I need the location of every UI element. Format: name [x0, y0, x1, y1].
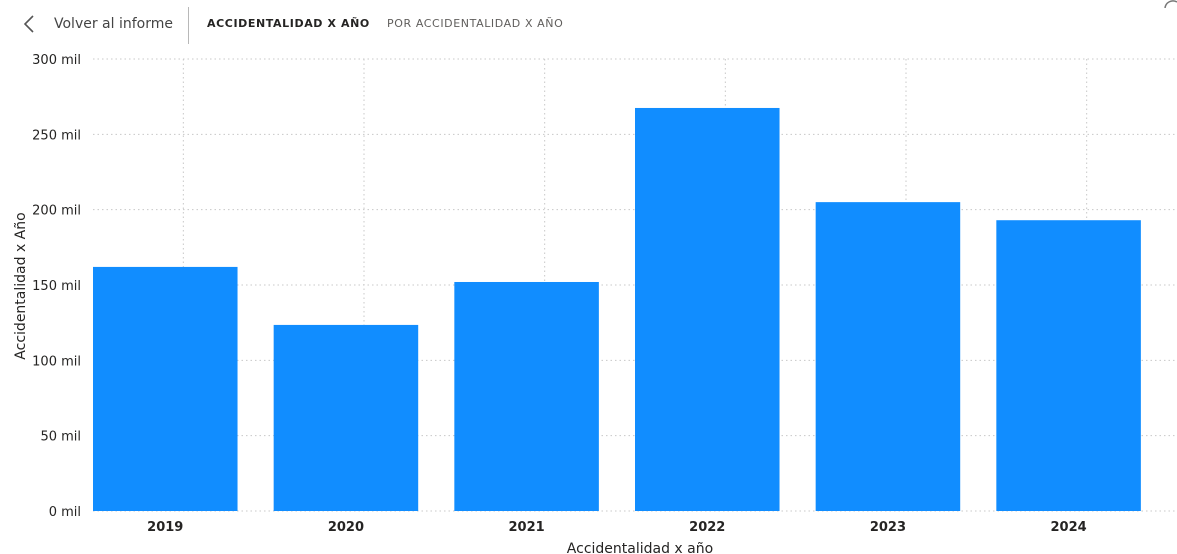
back-to-report-button[interactable]: Volver al informe — [22, 10, 173, 38]
chevron-left-icon — [23, 15, 34, 33]
x-tick-label-2019: 2019 — [147, 520, 183, 535]
corner-icon — [1164, 0, 1177, 8]
back-label: Volver al informe — [54, 16, 173, 32]
tab-por-accidentalidad-x-ano[interactable]: POR ACCIDENTALIDAD X AÑO — [387, 17, 564, 30]
toolbar-divider — [188, 7, 189, 44]
x-axis-ticks: 2019 2020 2021 2022 2023 2024 — [147, 520, 1087, 535]
x-tick-label-2021: 2021 — [509, 520, 545, 535]
report-toolbar: Volver al informe ACCIDENTALIDAD X AÑO P… — [0, 0, 1177, 48]
bar-layer — [93, 107, 1141, 512]
y-tick-label: 250 mil — [32, 128, 81, 143]
bar-2023[interactable] — [815, 202, 961, 511]
y-axis-title: Accidentalidad x Año — [13, 212, 29, 359]
bar-2022[interactable] — [635, 107, 780, 511]
x-tick-label-2020: 2020 — [328, 520, 364, 535]
bar-2024[interactable] — [996, 220, 1141, 512]
y-tick-label: 300 mil — [32, 53, 81, 68]
bar-2020[interactable] — [273, 324, 419, 511]
x-tick-label-2023: 2023 — [870, 520, 906, 535]
y-tick-label: 200 mil — [32, 204, 81, 219]
y-axis-ticks: 0 mil 50 mil 100 mil 150 mil 200 mil 250 mil 3… — [32, 53, 81, 520]
y-tick-label: 50 mil — [40, 430, 81, 445]
y-tick-label: 100 mil — [32, 354, 81, 369]
tab-accidentalidad-x-ano[interactable]: ACCIDENTALIDAD X AÑO — [207, 17, 370, 30]
bar-2021[interactable] — [454, 281, 599, 511]
y-tick-label: 0 mil — [49, 505, 81, 520]
bar-2019[interactable] — [93, 266, 238, 511]
x-axis-title: Accidentalidad x año — [567, 541, 713, 554]
x-tick-label-2024: 2024 — [1051, 520, 1087, 535]
y-tick-label: 150 mil — [32, 279, 81, 294]
x-tick-label-2022: 2022 — [689, 520, 725, 535]
